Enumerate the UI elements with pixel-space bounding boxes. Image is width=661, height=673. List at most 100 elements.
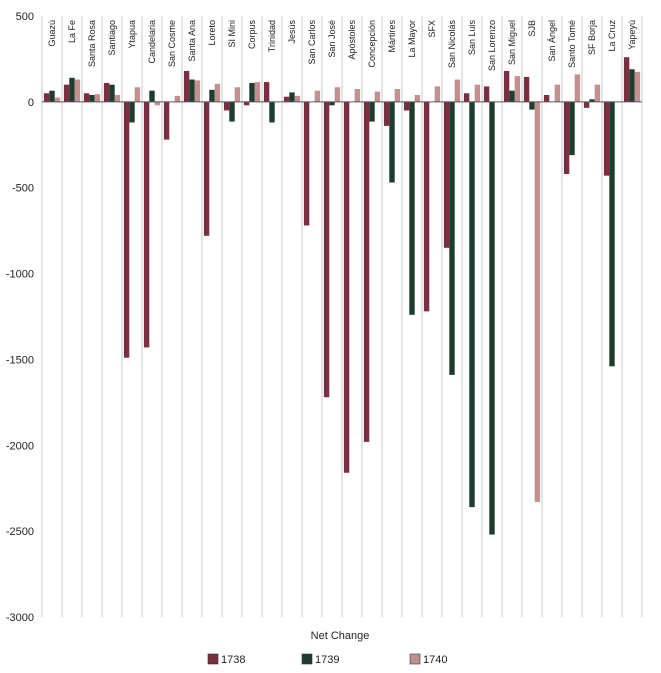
bar (629, 69, 635, 102)
bar (334, 87, 341, 102)
bar (389, 101, 395, 183)
bar (489, 101, 495, 535)
bar (154, 101, 161, 106)
bar (194, 80, 201, 102)
bar (403, 101, 410, 111)
category-label: San Miguel (507, 20, 517, 65)
bar (283, 96, 290, 102)
bar (529, 101, 535, 110)
bar (249, 82, 255, 102)
bar (474, 84, 481, 102)
bar (123, 101, 130, 358)
y-tick-label: -2500 (6, 526, 34, 538)
category-label: SJB (527, 20, 537, 37)
category-label: La Fe (67, 20, 77, 43)
category-label: Santa Ana (187, 20, 197, 62)
bar (209, 89, 215, 102)
bar (89, 94, 95, 102)
category-label: Mártires (387, 20, 397, 53)
legend-label: 1739 (315, 654, 339, 666)
bar (314, 90, 321, 102)
category-label: San Nicolás (447, 20, 457, 69)
category-label: Corpus (247, 20, 257, 50)
bar (243, 101, 250, 106)
bar (69, 77, 75, 102)
bar (269, 101, 275, 123)
category-label: San Cosme (167, 20, 177, 67)
bar (43, 93, 50, 102)
bar (74, 79, 81, 102)
bar (63, 84, 70, 102)
category-label: La Cruz (607, 20, 617, 52)
legend: 1738 1739 1740 (207, 653, 447, 666)
bar (114, 94, 121, 102)
bar (303, 101, 310, 226)
bar (374, 91, 381, 102)
bar (234, 87, 241, 102)
bar (414, 94, 421, 102)
bar (509, 90, 515, 102)
y-tick-label: 0 (28, 97, 34, 109)
bar (329, 101, 335, 106)
bar (129, 101, 135, 123)
bar (369, 101, 375, 122)
bar (454, 79, 461, 102)
bar (149, 90, 155, 102)
bar (594, 84, 601, 102)
bar (469, 101, 475, 508)
bar (534, 101, 541, 502)
bar (609, 101, 615, 367)
category-label: SI Mini (227, 20, 237, 48)
bar (54, 97, 61, 102)
bar (354, 88, 361, 102)
y-tick-label: -1000 (6, 269, 34, 281)
bar (383, 101, 390, 126)
bar (229, 101, 235, 122)
bar (514, 76, 521, 102)
legend-label: 1740 (423, 654, 447, 666)
category-label: La Mayor (407, 20, 417, 58)
bar (174, 95, 181, 102)
axis-layer: 500 0 -500 -1000 -1500 -2000 -2500 -3000 Guazú La… (6, 11, 642, 624)
bar (294, 95, 301, 102)
bar (163, 101, 170, 140)
bar (323, 101, 330, 398)
legend-swatch (409, 653, 421, 665)
category-label: Yapeyú (627, 20, 637, 50)
category-label: SF Borja (587, 20, 597, 55)
x-axis-title: Net Change (311, 630, 370, 642)
bar (214, 83, 221, 102)
y-tick-label: 500 (16, 11, 34, 23)
category-label: Santo Tomé (567, 20, 577, 68)
bar (574, 74, 581, 102)
bar (94, 94, 101, 102)
category-label: Trinidad (267, 20, 277, 52)
bar (363, 101, 370, 442)
bar (109, 84, 115, 102)
category-label: Loreto (207, 20, 217, 46)
category-label: Jesús (287, 20, 297, 44)
bar (343, 101, 350, 473)
bar (103, 82, 110, 102)
bar (203, 101, 210, 236)
bar (443, 101, 450, 248)
bar (143, 101, 150, 348)
bar (563, 101, 570, 174)
category-label: San Carlos (307, 20, 317, 65)
bar (589, 99, 595, 102)
legend-swatch (207, 653, 219, 665)
bar (543, 94, 550, 102)
category-label: Apóstoles (347, 20, 357, 60)
y-tick-label: -2000 (6, 440, 34, 452)
bar (49, 90, 55, 102)
category-label: SFX (427, 20, 437, 38)
bar (483, 86, 490, 102)
category-label: San Ángel (547, 20, 557, 62)
bar (554, 84, 561, 102)
legend-label: 1738 (221, 654, 245, 666)
bar (634, 71, 641, 102)
bar (394, 88, 401, 102)
category-label: San Luis (467, 20, 477, 56)
category-label: San Lorenzo (487, 20, 497, 71)
